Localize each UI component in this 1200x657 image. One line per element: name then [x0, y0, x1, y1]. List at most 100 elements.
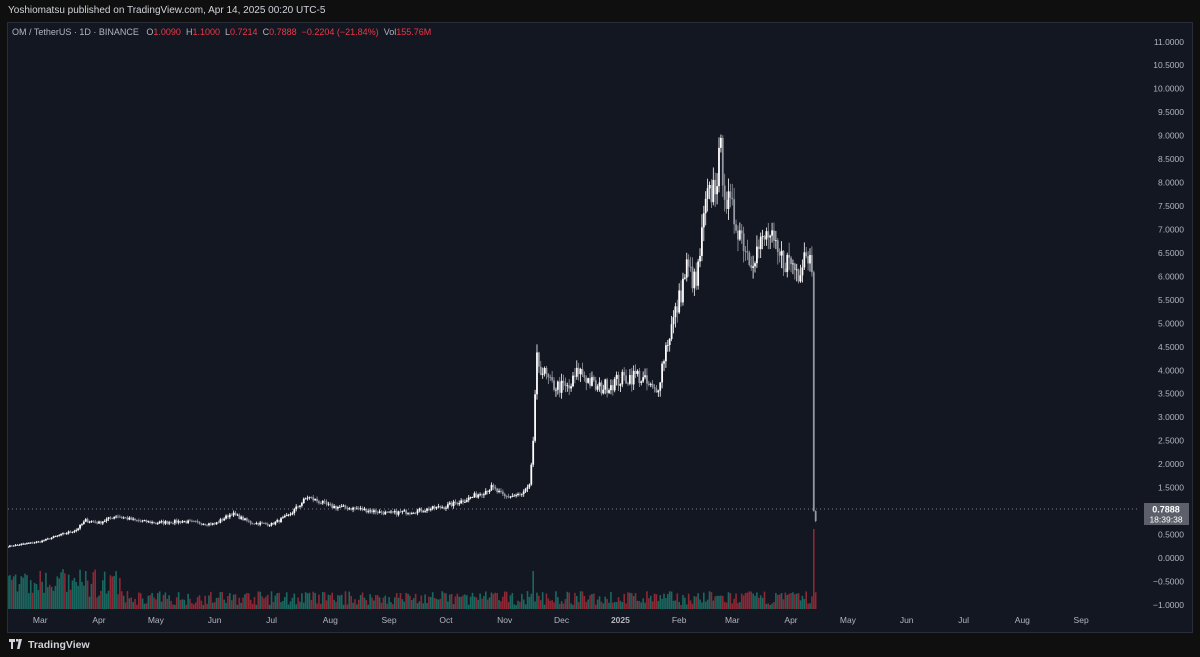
symbol-legend[interactable]: OM / TetherUS · 1D · BINANCE O1.0090 H1.… — [12, 27, 431, 37]
volume-bar — [448, 594, 451, 609]
candle — [803, 242, 806, 270]
candle — [737, 225, 739, 252]
y-tick-label: 6.5000 — [1158, 248, 1184, 258]
volume-bar — [505, 591, 508, 609]
candle — [553, 377, 555, 392]
volume-bar — [490, 592, 493, 609]
candle — [319, 501, 322, 505]
volume-bar — [507, 601, 510, 609]
volume-bar — [608, 602, 610, 609]
volume-bar — [486, 599, 489, 609]
candle — [581, 362, 584, 377]
volume-bar — [103, 571, 106, 609]
candle — [43, 539, 45, 542]
volume-bar — [67, 574, 70, 609]
candle — [361, 506, 364, 512]
candle — [90, 520, 93, 523]
chart-panel[interactable]: 11.0000 10.5000 10.0000 9.5000 9.0000 8.5000 8… — [7, 22, 1193, 633]
candle — [291, 511, 294, 516]
volume-bar — [775, 593, 777, 609]
volume-bar — [115, 571, 117, 609]
candle — [308, 496, 311, 500]
candle — [520, 493, 523, 497]
candle — [194, 520, 197, 523]
volume-bar — [723, 601, 726, 609]
candle — [663, 359, 665, 372]
candle — [82, 520, 85, 525]
volume-bar — [65, 591, 68, 609]
volume-bar — [346, 604, 349, 609]
symbol-name[interactable]: OM / TetherUS · 1D · BINANCE — [12, 27, 139, 37]
volume-bar — [172, 604, 174, 609]
candle — [77, 527, 80, 532]
volume-bar — [238, 597, 241, 609]
candle — [556, 380, 559, 395]
candle — [128, 516, 131, 521]
volume-bar — [170, 600, 172, 609]
candle — [509, 495, 512, 499]
candle — [46, 537, 49, 540]
candle — [496, 487, 499, 494]
candle — [94, 519, 97, 524]
volume-bar — [198, 595, 201, 609]
candle — [471, 496, 474, 499]
volume-bar — [253, 596, 256, 609]
price-chart[interactable]: 11.0000 10.5000 10.0000 9.5000 9.0000 8.5000 8… — [8, 23, 1193, 633]
volume-bar — [128, 598, 131, 609]
candle — [58, 534, 61, 537]
volume-bar — [630, 593, 633, 609]
volume-bar — [352, 602, 354, 609]
footer-bar — [0, 633, 1200, 657]
candle — [644, 368, 646, 380]
volume-bar — [475, 597, 478, 609]
candle — [111, 517, 114, 520]
volume-bar — [488, 597, 491, 609]
high-label: H — [185, 27, 193, 37]
volume-bar — [43, 592, 45, 609]
candle — [166, 520, 169, 525]
candle — [181, 520, 184, 524]
volume-bar — [284, 597, 286, 609]
candle — [475, 491, 478, 499]
volume-bar — [794, 594, 796, 609]
volume-bar — [441, 591, 443, 609]
candle — [35, 540, 38, 544]
x-tick-label: Mar — [725, 615, 740, 625]
volume-bar — [570, 603, 572, 609]
volume-bar — [77, 585, 79, 609]
volume-bar — [575, 595, 578, 609]
candle — [727, 178, 730, 220]
candle — [568, 379, 571, 396]
candle — [583, 371, 586, 382]
candle — [774, 230, 777, 250]
close-label: C — [262, 27, 270, 37]
volume-bar — [754, 595, 756, 609]
volume-bar — [259, 591, 261, 609]
low-label: L — [225, 27, 231, 37]
volume-bar — [299, 601, 301, 609]
volume-bar — [553, 602, 555, 609]
volume-bar — [644, 602, 646, 609]
candle — [655, 384, 658, 393]
volume-bar — [666, 594, 669, 609]
candle — [130, 516, 133, 521]
candle — [429, 507, 432, 512]
volume-bar — [519, 601, 521, 609]
candle — [374, 508, 377, 515]
volume-bar — [765, 603, 768, 609]
candle — [756, 235, 758, 268]
x-tick-label: Sep — [382, 615, 397, 625]
candle — [746, 239, 749, 261]
volume-bar — [409, 595, 411, 609]
volume-bar — [369, 594, 371, 609]
volume-bar — [458, 596, 461, 609]
x-tick-label: Nov — [497, 615, 513, 625]
volume-bar — [627, 592, 629, 609]
candle — [363, 506, 366, 511]
volume-bar — [759, 595, 762, 609]
candle — [646, 368, 648, 391]
volume-bar — [638, 600, 641, 609]
volume-bar — [528, 596, 531, 609]
candle — [158, 520, 161, 525]
candle — [441, 505, 444, 509]
